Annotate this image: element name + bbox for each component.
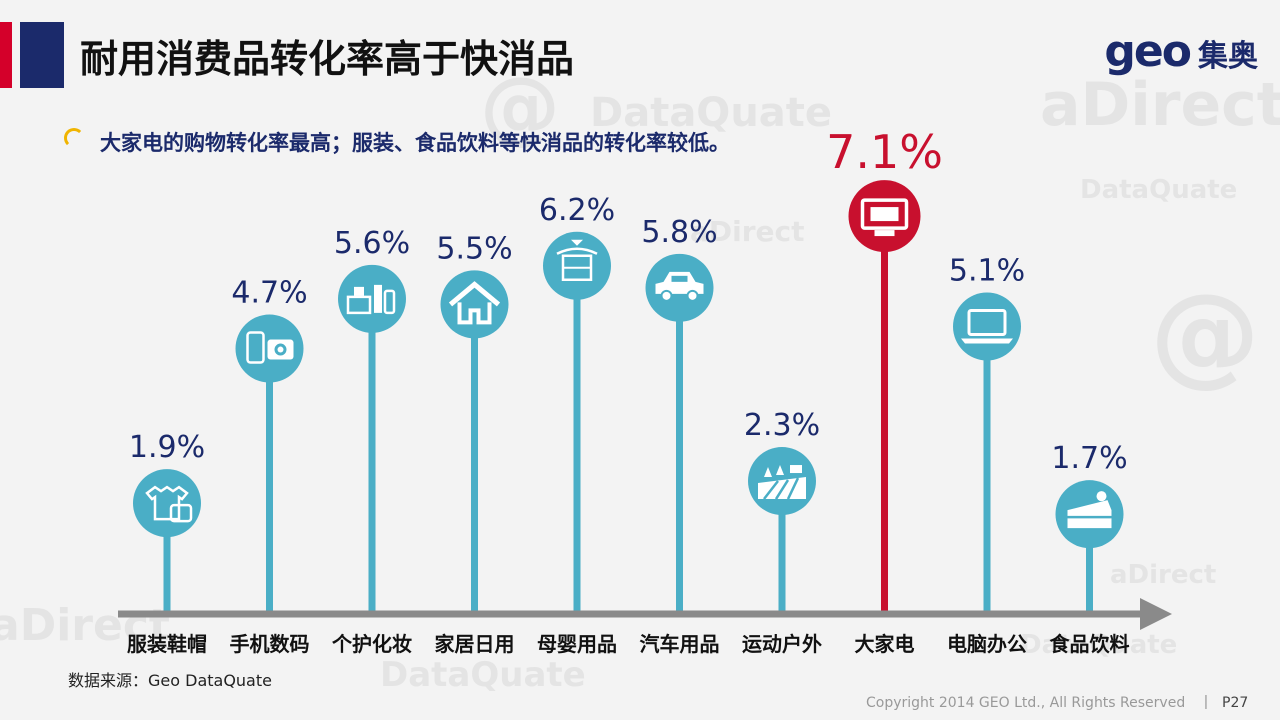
logo-cn-text: 集奥 xyxy=(1198,39,1258,74)
value-label: 5.6% xyxy=(334,226,410,261)
car-icon xyxy=(655,271,704,302)
lollipop-head xyxy=(953,292,1021,361)
value-label: 7.1% xyxy=(826,125,943,179)
value-label: 6.2% xyxy=(539,193,615,228)
value-label: 5.1% xyxy=(949,253,1025,288)
clothing-icon xyxy=(145,485,193,523)
value-label: 5.8% xyxy=(641,215,717,250)
geo-logo: geo 集奥 xyxy=(1104,26,1258,77)
crib-icon xyxy=(556,239,598,282)
footer-separator: | xyxy=(1204,693,1208,710)
value-label: 1.9% xyxy=(129,430,205,465)
header-accent-red xyxy=(0,22,12,88)
x-axis-arrow xyxy=(1140,598,1172,630)
value-label: 2.3% xyxy=(744,408,820,443)
bullet-arc-icon xyxy=(64,128,84,148)
category-label: 服装鞋帽 xyxy=(127,632,207,656)
category-label: 汽车用品 xyxy=(640,632,720,656)
outdoor-field-icon xyxy=(758,465,806,500)
category-label: 个护化妆 xyxy=(331,632,412,656)
phone-camera-icon xyxy=(246,331,294,364)
category-label: 家居日用 xyxy=(435,632,515,656)
header-accent-navy xyxy=(20,22,64,88)
category-label: 运动户外 xyxy=(742,632,822,656)
food-cake-icon xyxy=(1067,491,1112,529)
category-label: 母婴用品 xyxy=(537,632,617,656)
copyright: Copyright 2014 GEO Ltd., All Rights Rese… xyxy=(866,695,1186,711)
laptop-icon xyxy=(961,308,1013,344)
lollipop-head xyxy=(338,264,406,333)
house-icon xyxy=(448,281,501,325)
category-label: 手机数码 xyxy=(230,632,310,656)
lollipop-head xyxy=(543,231,611,300)
value-label: 1.7% xyxy=(1051,441,1127,476)
lollipop-head xyxy=(133,469,201,538)
data-source: 数据来源：Geo DataQuate xyxy=(68,671,272,690)
page-number: P27 xyxy=(1222,695,1249,711)
category-label: 大家电 xyxy=(855,632,915,656)
value-label: 5.5% xyxy=(436,231,512,266)
monitor-icon xyxy=(860,198,909,237)
category-label: 食品饮料 xyxy=(1050,632,1130,656)
logo-text: geo xyxy=(1104,26,1192,77)
page-title: 耐用消费品转化率高于快消品 xyxy=(80,37,575,81)
value-label: 4.7% xyxy=(231,276,307,311)
category-label: 电脑办公 xyxy=(947,632,1027,656)
cosmetics-icon xyxy=(346,284,396,315)
subtitle: 大家电的购物转化率最高；服装、食品饮料等快消品的转化率较低。 xyxy=(100,131,730,155)
